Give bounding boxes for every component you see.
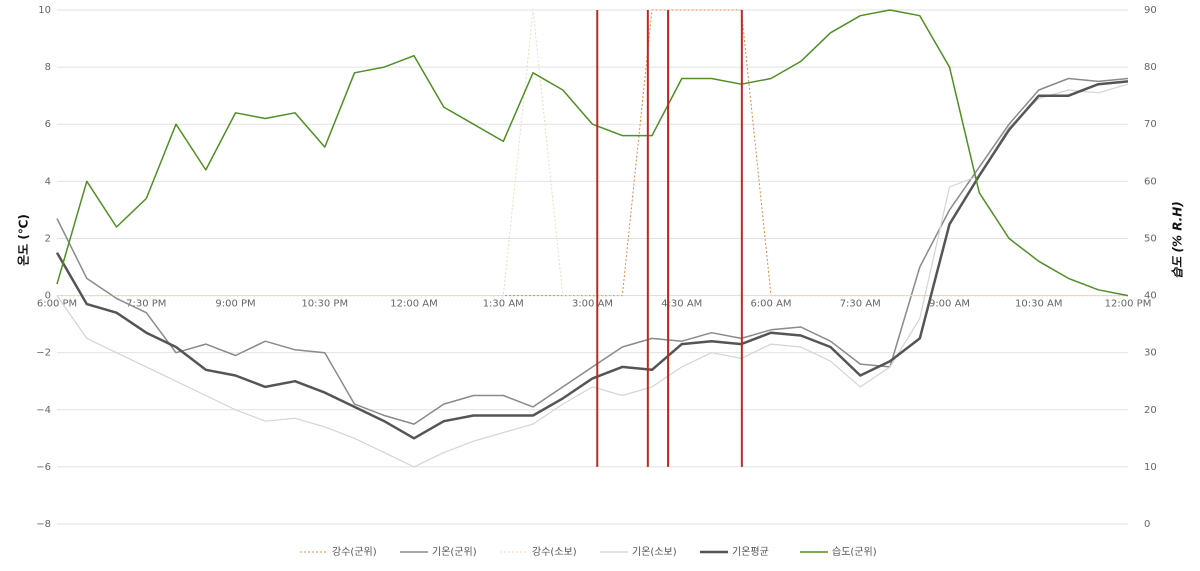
x-tick-label: 6:00 PM bbox=[37, 299, 77, 310]
legend-label: 강수(소보) bbox=[532, 546, 577, 558]
y2-tick-label: 60 bbox=[1144, 176, 1157, 187]
y-tick-label: −2 bbox=[36, 348, 51, 359]
y-tick-label: 0 bbox=[45, 291, 51, 302]
legend-label: 강수(군위) bbox=[332, 545, 377, 558]
x-tick-label: 4:30 AM bbox=[661, 299, 702, 310]
x-tick-label: 3:00 AM bbox=[572, 299, 613, 310]
y2-tick-label: 80 bbox=[1144, 62, 1157, 73]
series-line bbox=[57, 9, 1128, 297]
y2-tick-label: 50 bbox=[1144, 233, 1157, 244]
series-line bbox=[56, 77, 1129, 425]
y-tick-label: 6 bbox=[45, 119, 51, 130]
legend-label: 기온(군위) bbox=[432, 545, 477, 558]
legend-label: 기온(소보) bbox=[632, 546, 677, 558]
series-line bbox=[55, 80, 1129, 440]
x-tick-label: 9:00 PM bbox=[215, 299, 255, 310]
y2-tick-label: 20 bbox=[1144, 405, 1157, 416]
y2-tick-label: 0 bbox=[1144, 519, 1150, 530]
x-tick-label: 12:00 AM bbox=[390, 299, 437, 310]
legend-label: 기온평균 bbox=[732, 546, 769, 558]
y2-tick-label: 90 bbox=[1144, 5, 1157, 16]
y2-tick-label: 70 bbox=[1144, 119, 1157, 130]
y2-tick-label: 30 bbox=[1144, 348, 1157, 359]
y-tick-label: 2 bbox=[45, 233, 51, 244]
x-tick-label: 9:00 AM bbox=[929, 299, 970, 310]
x-tick-label: 6:00 AM bbox=[750, 299, 791, 310]
x-tick-label: 7:30 PM bbox=[126, 299, 166, 310]
y-tick-label: 10 bbox=[38, 5, 51, 16]
x-tick-label: 10:30 AM bbox=[1015, 299, 1062, 310]
y2-tick-label: 10 bbox=[1144, 462, 1157, 473]
x-tick-label: 1:30 AM bbox=[483, 299, 524, 310]
y-axis-title: 온도 (℃) bbox=[16, 214, 31, 266]
y2-tick-label: 40 bbox=[1144, 291, 1157, 302]
x-tick-label: 7:30 AM bbox=[840, 299, 881, 310]
y-tick-label: −8 bbox=[36, 519, 51, 530]
x-tick-label: 10:30 PM bbox=[301, 299, 348, 310]
y-tick-label: 8 bbox=[45, 62, 51, 73]
y-tick-label: −4 bbox=[36, 405, 51, 416]
y2-axis-title: 습도 (% R.H) bbox=[1171, 201, 1185, 279]
y-tick-label: 4 bbox=[45, 176, 51, 187]
series-line bbox=[56, 83, 1129, 468]
legend-label: 습도(군위) bbox=[832, 545, 877, 558]
x-tick-label: 12:00 PM bbox=[1105, 299, 1152, 310]
series-line bbox=[57, 9, 1128, 297]
y-tick-label: −6 bbox=[36, 462, 51, 473]
series-line bbox=[56, 9, 1129, 297]
